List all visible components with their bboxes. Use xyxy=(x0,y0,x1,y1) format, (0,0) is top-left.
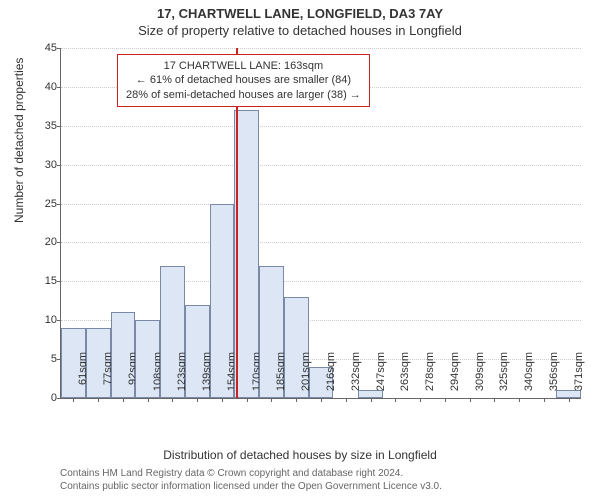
xtick-mark xyxy=(544,398,545,402)
xtick-mark xyxy=(197,398,198,402)
xtick-mark xyxy=(98,398,99,402)
annotation-line: 28% of semi-detached houses are larger (… xyxy=(126,88,361,102)
plot-region: 05101520253035404561sqm77sqm92sqm108sqm1… xyxy=(60,48,581,399)
xtick-label: 309sqm xyxy=(474,352,486,402)
ytick-label: 0 xyxy=(27,392,57,404)
ytick-label: 40 xyxy=(27,81,57,93)
footer-attribution: Contains HM Land Registry data © Crown c… xyxy=(60,468,442,493)
ytick-mark xyxy=(57,320,61,321)
gridline xyxy=(61,204,581,205)
xtick-mark xyxy=(321,398,322,402)
footer-line-1: Contains HM Land Registry data © Crown c… xyxy=(60,468,442,481)
x-axis-label: Distribution of detached houses by size … xyxy=(0,448,600,462)
y-axis-label: Number of detached properties xyxy=(12,58,26,223)
xtick-mark xyxy=(395,398,396,402)
ytick-mark xyxy=(57,398,61,399)
ytick-label: 25 xyxy=(27,198,57,210)
gridline xyxy=(61,165,581,166)
ytick-mark xyxy=(57,242,61,243)
xtick-mark xyxy=(123,398,124,402)
xtick-mark xyxy=(148,398,149,402)
xtick-mark xyxy=(371,398,372,402)
ytick-mark xyxy=(57,165,61,166)
chart-plot-area: 05101520253035404561sqm77sqm92sqm108sqm1… xyxy=(60,48,580,398)
ytick-label: 35 xyxy=(27,120,57,132)
xtick-label: 263sqm xyxy=(399,352,411,402)
xtick-mark xyxy=(470,398,471,402)
ytick-mark xyxy=(57,126,61,127)
xtick-mark xyxy=(296,398,297,402)
ytick-label: 45 xyxy=(27,42,57,54)
xtick-label: 247sqm xyxy=(375,352,387,402)
annotation-box: 17 CHARTWELL LANE: 163sqm← 61% of detach… xyxy=(117,54,370,107)
xtick-mark xyxy=(271,398,272,402)
ytick-label: 10 xyxy=(27,314,57,326)
ytick-label: 20 xyxy=(27,236,57,248)
xtick-mark xyxy=(569,398,570,402)
xtick-label: 371sqm xyxy=(573,352,585,402)
chart-title-sub: Size of property relative to detached ho… xyxy=(0,21,600,38)
gridline xyxy=(61,281,581,282)
xtick-label: 294sqm xyxy=(449,352,461,402)
chart-title-main: 17, CHARTWELL LANE, LONGFIELD, DA3 7AY xyxy=(0,0,600,21)
xtick-label: 278sqm xyxy=(424,352,436,402)
xtick-label: 340sqm xyxy=(523,352,535,402)
xtick-mark xyxy=(445,398,446,402)
ytick-mark xyxy=(57,48,61,49)
annotation-line: ← 61% of detached houses are smaller (84… xyxy=(126,73,361,87)
xtick-mark xyxy=(247,398,248,402)
gridline xyxy=(61,242,581,243)
xtick-mark xyxy=(346,398,347,402)
ytick-mark xyxy=(57,87,61,88)
footer-line-2: Contains public sector information licen… xyxy=(60,481,442,494)
xtick-mark xyxy=(222,398,223,402)
gridline xyxy=(61,48,581,49)
xtick-mark xyxy=(172,398,173,402)
xtick-mark xyxy=(494,398,495,402)
ytick-mark xyxy=(57,281,61,282)
xtick-label: 216sqm xyxy=(325,352,337,402)
gridline xyxy=(61,126,581,127)
xtick-mark xyxy=(73,398,74,402)
xtick-mark xyxy=(519,398,520,402)
ytick-mark xyxy=(57,204,61,205)
ytick-label: 30 xyxy=(27,159,57,171)
xtick-mark xyxy=(420,398,421,402)
xtick-label: 325sqm xyxy=(498,352,510,402)
ytick-label: 5 xyxy=(27,353,57,365)
ytick-label: 15 xyxy=(27,275,57,287)
annotation-line: 17 CHARTWELL LANE: 163sqm xyxy=(126,59,361,73)
